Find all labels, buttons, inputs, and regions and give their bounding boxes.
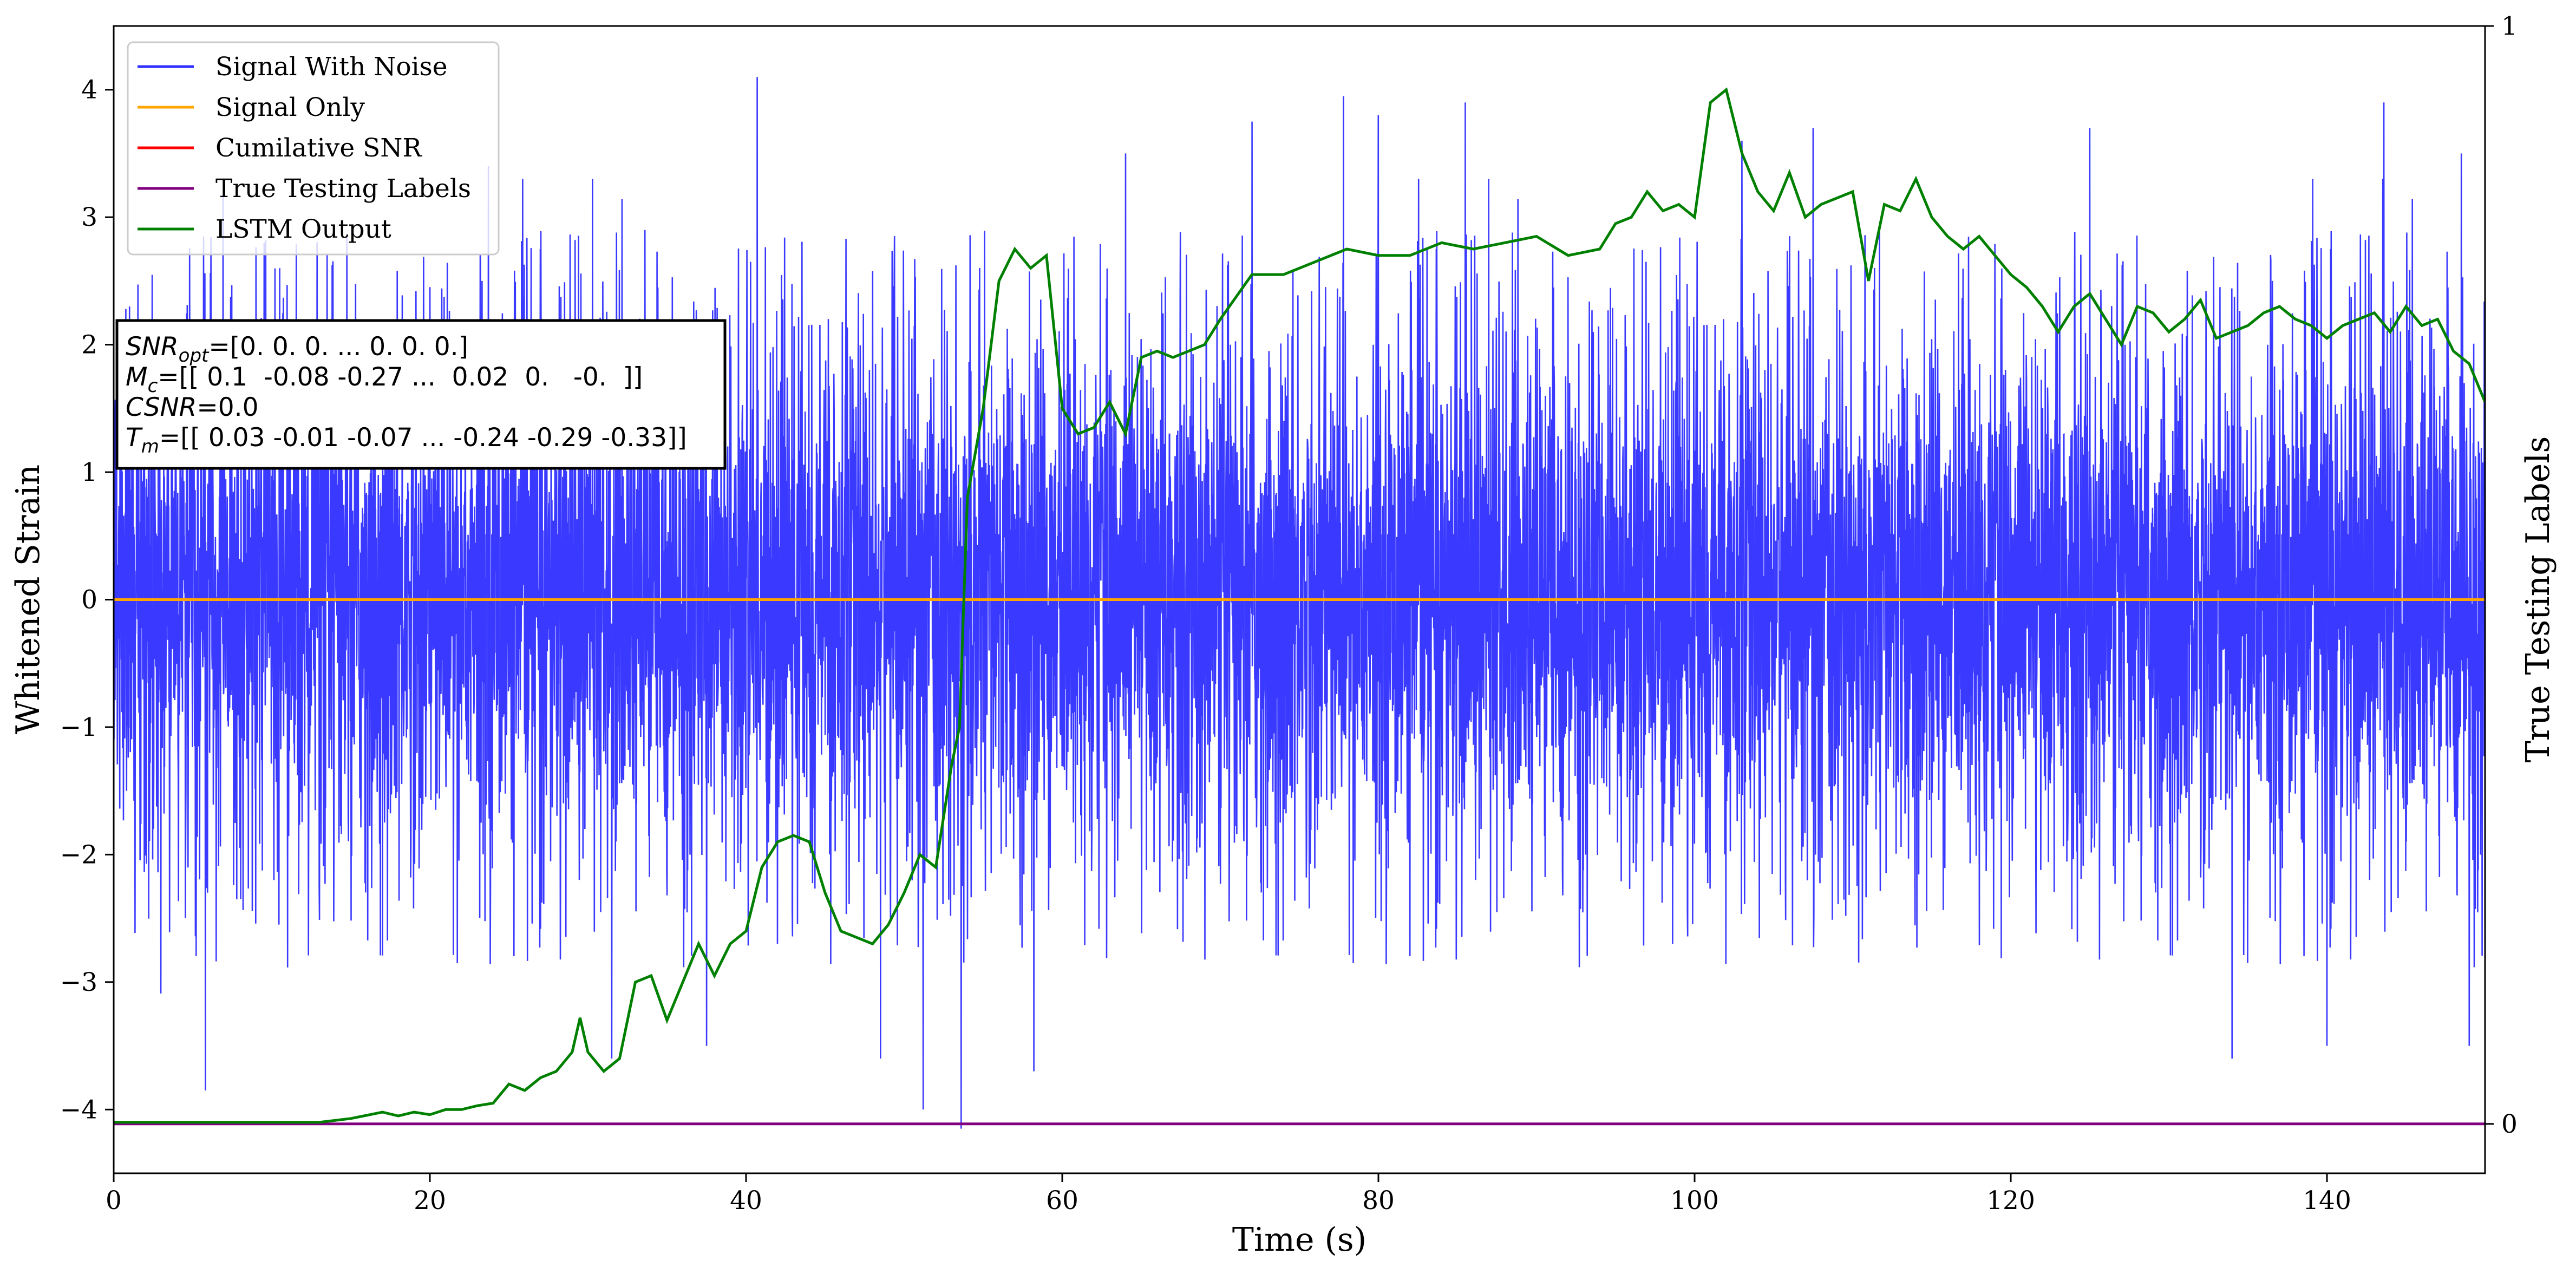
y-axis-right-title: True Testing Labels: [2519, 436, 2557, 763]
info-value: =0.0: [197, 393, 258, 422]
x-tick-label: 100: [1670, 1186, 1719, 1216]
legend-label: Cumilative SNR: [215, 133, 422, 163]
y-left-tick-label: −4: [60, 1095, 97, 1125]
legend-label: LSTM Output: [215, 214, 391, 244]
x-axis: 0 20 40 60 80 100 120 140: [106, 1173, 2351, 1216]
y-axis-left: −4 −3 −2 −1 0 1 2 3 4: [60, 75, 114, 1125]
y-left-tick-label: 3: [81, 202, 97, 232]
info-var: M: [126, 362, 148, 392]
series-lstm-output: [114, 87, 2485, 1124]
info-box-frame: [115, 319, 727, 470]
legend-label: Signal With Noise: [215, 52, 448, 82]
x-tick-label: 0: [106, 1186, 122, 1216]
info-line: CSNR=0.0: [126, 393, 258, 422]
info-var: T: [126, 423, 143, 453]
y-axis-right: 01: [2485, 11, 2518, 1139]
legend-label: True Testing Labels: [215, 174, 471, 204]
y-left-tick-label: 2: [81, 330, 97, 360]
legend-label: Signal Only: [215, 93, 365, 122]
info-line: Mc=[[ 0.1 -0.08 -0.27 ... 0.02 0. -0. ]]: [126, 362, 643, 397]
info-subscript: c: [148, 375, 158, 397]
info-var: CSNR: [126, 393, 197, 422]
x-tick-label: 140: [2303, 1186, 2351, 1216]
series-layer: [114, 77, 2485, 1129]
series-signal-with-noise: [114, 77, 2485, 1129]
y-left-tick-label: 4: [81, 75, 97, 105]
x-tick-label: 20: [414, 1186, 446, 1216]
y-left-tick-label: 0: [81, 585, 97, 615]
y-left-tick-label: 1: [81, 458, 97, 487]
info-value: =[[ 0.1 -0.08 -0.27 ... 0.02 0. -0. ]]: [158, 362, 643, 392]
x-tick-label: 40: [730, 1186, 762, 1216]
y-left-tick-label: −2: [60, 840, 97, 870]
info-subscript: opt: [179, 345, 210, 367]
x-tick-label: 120: [1986, 1186, 2035, 1216]
info-value: =[[ 0.03 -0.01 -0.07 ... -0.24 -0.29 -0.…: [159, 423, 687, 453]
y-axis-left-title: Whitened Strain: [9, 465, 47, 734]
info-line: SNRopt=[0. 0. 0. ... 0. 0. 0.]: [126, 332, 468, 367]
info-subscript: m: [141, 436, 159, 458]
info-value: =[0. 0. 0. ... 0. 0. 0.]: [208, 332, 468, 362]
y-right-tick-label: 1: [2501, 11, 2518, 41]
y-right-tick-label: 0: [2501, 1109, 2518, 1139]
info-line: Tm=[[ 0.03 -0.01 -0.07 ... -0.24 -0.29 -…: [126, 423, 687, 458]
x-axis-title: Time (s): [1232, 1221, 1367, 1259]
y-left-tick-label: −1: [60, 713, 97, 742]
legend: Signal With Noise Signal Only Cumilative S…: [127, 41, 500, 256]
x-tick-label: 80: [1362, 1186, 1395, 1216]
legend-box: [127, 41, 500, 256]
info-annotation-box: SNRopt=[0. 0. 0. ... 0. 0. 0.]Mc=[[ 0.1 …: [115, 319, 727, 470]
x-tick-label: 60: [1046, 1186, 1078, 1216]
y-left-tick-label: −3: [60, 968, 97, 997]
info-var: SNR: [126, 332, 179, 362]
